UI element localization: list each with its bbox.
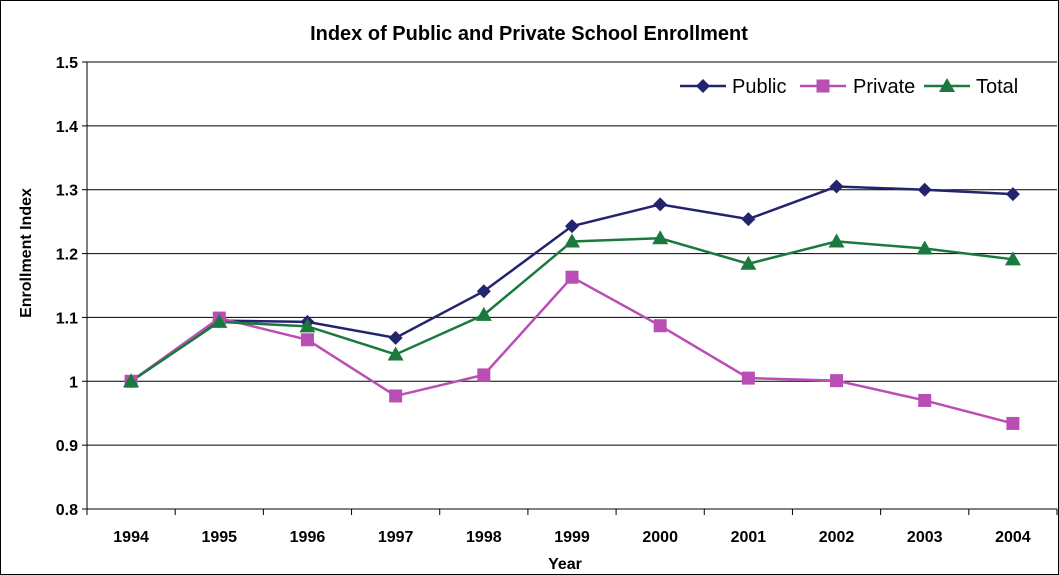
data-point-total	[564, 233, 580, 248]
data-point-public	[917, 182, 932, 197]
y-tick-label: 0.9	[56, 438, 78, 455]
data-point-private	[300, 333, 314, 347]
legend-label-private: Private	[853, 76, 915, 98]
x-tick-label: 2004	[995, 529, 1031, 546]
data-point-public	[829, 179, 844, 194]
legend-marker-total	[939, 78, 955, 92]
x-tick-label: 1998	[466, 529, 502, 546]
x-tick-label: 2003	[907, 529, 943, 546]
x-axis-title: Year	[548, 556, 582, 573]
data-point-public	[653, 197, 668, 212]
y-tick-label: 1.1	[56, 310, 78, 327]
x-tick-label: 2000	[642, 529, 678, 546]
x-tick-label: 2001	[731, 529, 767, 546]
data-point-total	[828, 233, 845, 248]
data-point-total	[916, 240, 933, 255]
data-point-private	[653, 319, 667, 333]
y-tick-label: 1	[69, 374, 78, 391]
data-point-private	[565, 270, 579, 284]
legend-marker-public	[696, 79, 710, 93]
data-point-total	[652, 230, 669, 245]
data-point-total	[123, 373, 140, 388]
y-axis-title: Enrollment Index	[18, 188, 35, 318]
x-tick-label: 1999	[554, 529, 590, 546]
data-point-private	[477, 368, 491, 382]
x-tick-label: 2002	[819, 529, 855, 546]
x-tick-label: 1994	[113, 529, 149, 546]
data-point-total	[299, 318, 316, 333]
data-point-private	[830, 374, 844, 388]
y-tick-label: 1.3	[56, 183, 78, 200]
data-point-public	[741, 212, 756, 227]
data-point-private	[1006, 416, 1020, 430]
data-point-public	[388, 330, 403, 345]
data-point-private	[389, 389, 403, 403]
x-tick-label: 1995	[201, 529, 237, 546]
data-point-public	[476, 284, 491, 299]
data-point-total	[1004, 251, 1021, 266]
y-tick-label: 1.2	[56, 247, 78, 264]
data-point-public	[565, 219, 579, 234]
legend-label-public: Public	[732, 76, 786, 98]
data-point-total	[387, 346, 404, 361]
chart-title: Index of Public and Private School Enrol…	[310, 23, 748, 45]
legend-label-total: Total	[976, 76, 1018, 98]
data-point-public	[1005, 187, 1020, 202]
y-tick-label: 1.4	[56, 119, 78, 136]
data-point-total	[740, 255, 757, 270]
legend-marker-private	[816, 79, 830, 93]
data-point-total	[211, 313, 228, 328]
data-point-private	[741, 371, 755, 385]
data-point-private	[918, 393, 932, 407]
x-tick-label: 1996	[290, 529, 326, 546]
data-point-total	[475, 306, 492, 321]
y-tick-label: 1.5	[56, 55, 78, 72]
x-tick-label: 1997	[378, 529, 414, 546]
y-tick-label: 0.8	[56, 502, 78, 519]
